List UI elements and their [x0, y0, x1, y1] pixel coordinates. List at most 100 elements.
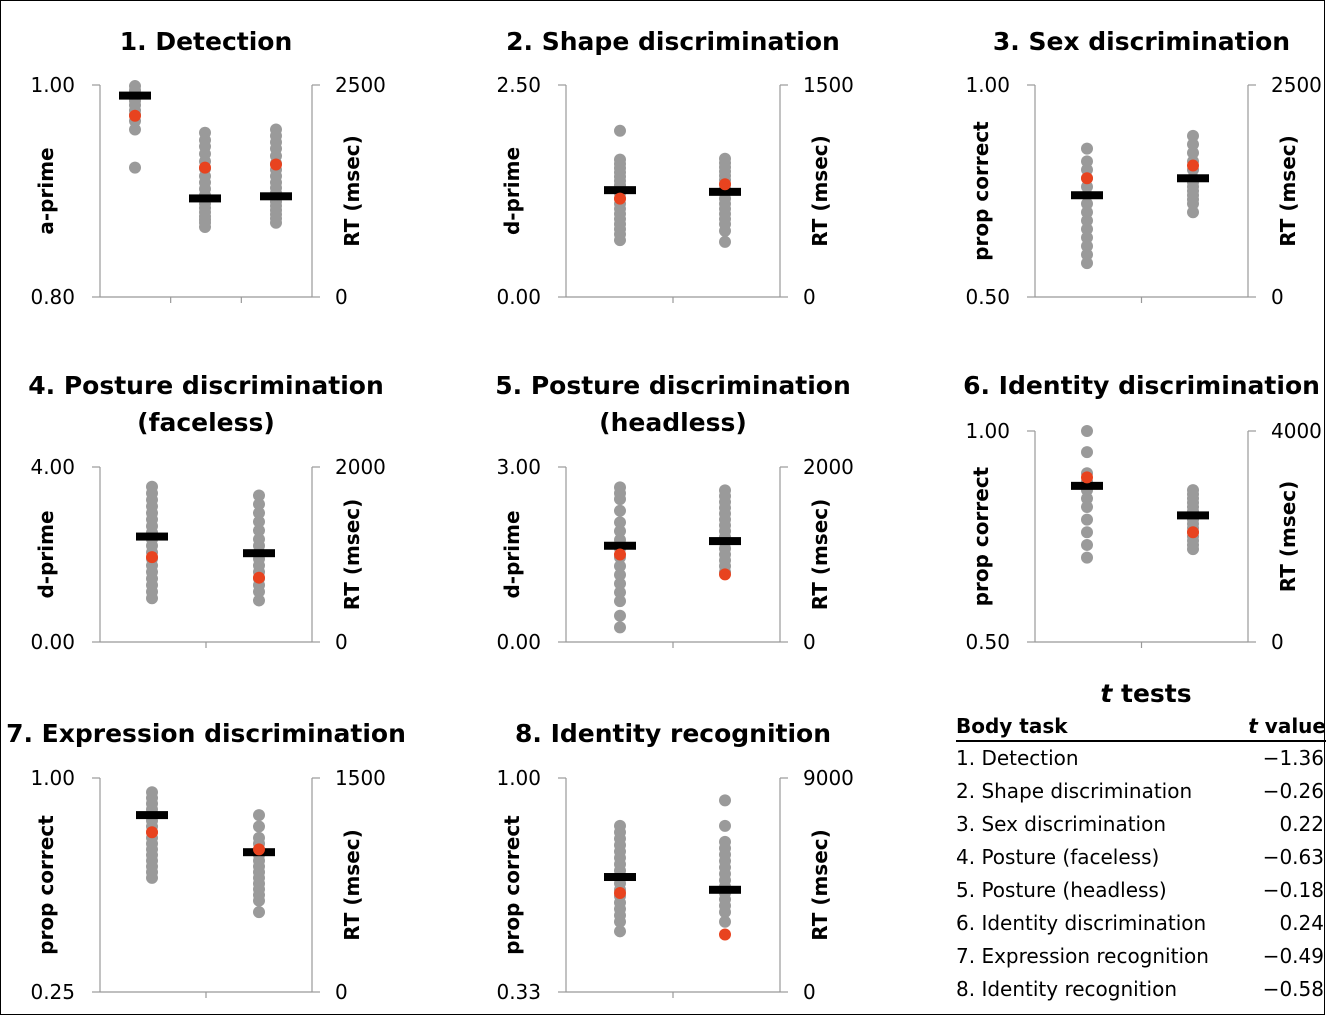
- group-mean-bar: [604, 541, 636, 550]
- data-point: [1081, 446, 1093, 459]
- t-tests-task: 1. Detection: [956, 746, 1079, 770]
- group-mean-bar: [604, 186, 636, 195]
- y2-tick-label: 2500: [1271, 73, 1322, 97]
- reference-point: [614, 548, 626, 561]
- chart-title: 2. Shape discrimination: [506, 27, 840, 56]
- y2-axis-label: RT (msec): [1276, 135, 1300, 247]
- t-tests-task: 2. Shape discrimination: [956, 779, 1193, 803]
- t-tests-task: 3. Sex discrimination: [956, 812, 1167, 836]
- t-tests-task: 7. Expression recognition: [956, 944, 1209, 968]
- data-point: [253, 820, 265, 833]
- data-point: [614, 516, 626, 529]
- data-point: [253, 489, 265, 502]
- y-axis-label: d-prime: [500, 147, 524, 235]
- y-tick-label: 0.00: [496, 630, 541, 654]
- t-tests-title-t: t: [1100, 679, 1113, 708]
- data-point: [253, 894, 265, 907]
- data-point: [614, 609, 626, 622]
- t-tests-row: 3. Sex discrimination 0.22: [956, 808, 1326, 841]
- data-point: [1187, 543, 1199, 556]
- data-point: [719, 224, 731, 237]
- reference-point: [199, 161, 211, 174]
- data-point: [253, 498, 265, 511]
- data-point: [199, 221, 211, 234]
- y2-tick-label: 0: [1271, 630, 1284, 654]
- t-tests-row: 8. Identity recognition −0.58: [956, 973, 1326, 1006]
- y2-tick-label: 0: [803, 630, 816, 654]
- data-point: [719, 235, 731, 248]
- data-point: [1187, 138, 1199, 151]
- y2-tick-label: 2000: [803, 455, 854, 479]
- reference-point: [614, 192, 626, 205]
- data-point: [614, 504, 626, 517]
- data-point: [253, 906, 265, 919]
- group-mean-bar: [119, 91, 151, 100]
- y2-axis-label: RT (msec): [1276, 481, 1300, 593]
- data-point: [1081, 248, 1093, 261]
- t-tests-row: 5. Posture (headless) −0.18: [956, 874, 1326, 907]
- data-point: [719, 915, 731, 928]
- data-point: [614, 577, 626, 590]
- y2-tick-label: 0: [335, 285, 348, 309]
- group-mean-bar: [243, 549, 275, 558]
- y-tick-label: 1.00: [965, 73, 1010, 97]
- y2-tick-label: 0: [1271, 285, 1284, 309]
- data-point: [1187, 129, 1199, 142]
- data-point: [1187, 146, 1199, 159]
- t-tests-row: 4. Posture (faceless) −0.63: [956, 841, 1326, 874]
- y-tick-label: 0.50: [965, 285, 1010, 309]
- data-point: [614, 493, 626, 506]
- reference-point: [129, 109, 141, 122]
- group-mean-bar: [136, 811, 168, 820]
- t-tests-task: 4. Posture (faceless): [956, 845, 1160, 869]
- y-tick-label: 0.33: [496, 980, 541, 1004]
- y2-tick-label: 9000: [803, 766, 854, 790]
- chart-title: 3. Sex discrimination: [993, 27, 1290, 56]
- data-point: [253, 594, 265, 607]
- t-tests-row: 1. Detection −1.36: [956, 742, 1326, 775]
- y-tick-label: 0.00: [30, 630, 75, 654]
- y-tick-label: 2.50: [496, 73, 541, 97]
- data-point: [614, 560, 626, 573]
- y2-tick-label: 0: [335, 630, 348, 654]
- y-tick-label: 0.00: [496, 285, 541, 309]
- t-tests-value: −0.58: [1262, 977, 1324, 1001]
- data-point: [146, 592, 158, 605]
- data-point: [1081, 425, 1093, 437]
- data-point: [253, 506, 265, 519]
- y2-axis-label: RT (msec): [808, 499, 832, 611]
- data-point: [719, 906, 731, 919]
- data-point: [1187, 197, 1199, 210]
- data-point: [1081, 197, 1093, 210]
- y2-axis-label: RT (msec): [340, 135, 364, 247]
- y2-tick-label: 4000: [1271, 419, 1322, 443]
- group-mean-bar: [604, 873, 636, 882]
- data-point: [1081, 142, 1093, 155]
- reference-point: [719, 178, 731, 191]
- reference-point: [253, 571, 265, 584]
- group-mean-bar: [260, 192, 292, 201]
- y2-tick-label: 1500: [335, 766, 386, 790]
- group-mean-bar: [709, 537, 741, 546]
- data-point: [614, 568, 626, 581]
- y2-tick-label: 0: [335, 980, 348, 1004]
- reference-point: [614, 886, 626, 899]
- chart-title: 7. Expression discrimination: [6, 719, 406, 748]
- t-tests-col-task: Body task: [956, 714, 1068, 738]
- y-axis-label: a-prime: [34, 147, 58, 234]
- y2-axis-label: RT (msec): [808, 135, 832, 247]
- y-axis-label: prop correct: [500, 815, 524, 955]
- t-tests-title: t tests: [956, 676, 1326, 712]
- t-tests-task: 6. Identity discrimination: [956, 911, 1207, 935]
- t-tests-title-rest: tests: [1121, 679, 1192, 708]
- data-point: [614, 621, 626, 634]
- t-tests-value: −0.63: [1262, 845, 1324, 869]
- reference-point: [719, 568, 731, 581]
- data-point: [1081, 163, 1093, 176]
- data-point: [1081, 492, 1093, 505]
- y-tick-label: 1.00: [965, 419, 1010, 443]
- data-point: [614, 124, 626, 137]
- data-point: [253, 809, 265, 822]
- data-point: [719, 819, 731, 832]
- t-tests-col-value-t: t: [1248, 714, 1258, 738]
